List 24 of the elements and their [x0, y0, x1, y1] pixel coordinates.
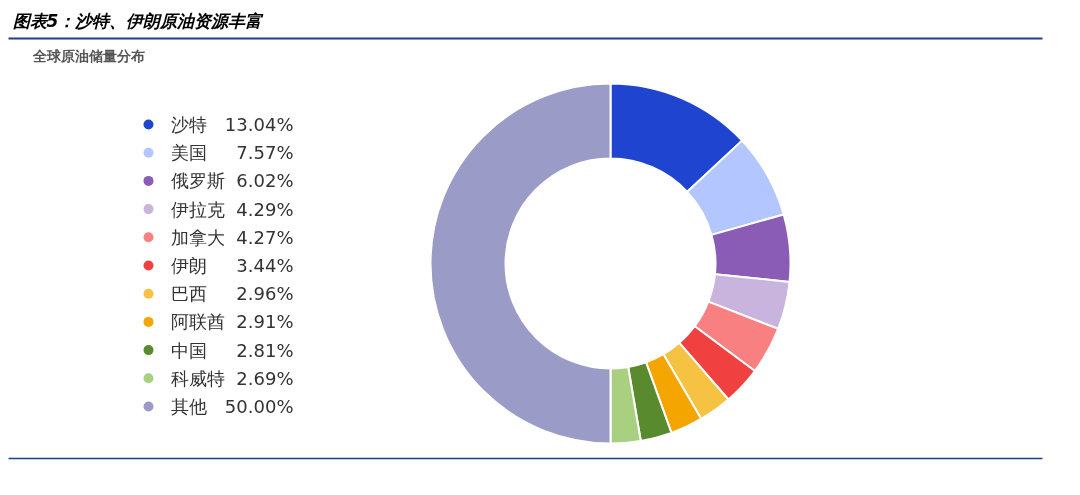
data-label: 13.04%	[224, 114, 294, 135]
legend-label: 伊拉克	[170, 198, 225, 220]
legend-label: 美国	[170, 142, 207, 164]
data-label: 4.29%	[236, 198, 294, 220]
data-label: 2.69%	[236, 367, 294, 389]
data-label: 2.91%	[236, 311, 294, 333]
legend-label: 科威特	[170, 367, 225, 389]
legend-label: 伊朗	[170, 255, 207, 276]
data-label: 7.57%	[236, 142, 294, 164]
chart-title: 图表5：沙特、伊朗原油资源丰富	[12, 10, 265, 31]
data-label: 2.96%	[236, 283, 294, 305]
data-label: 6.02%	[236, 170, 294, 192]
data-label: 4.27%	[236, 226, 294, 248]
data-label: 3.44%	[236, 255, 294, 276]
legend-label: 沙特	[170, 114, 207, 135]
data-label: 50.00%	[224, 396, 294, 417]
legend-label: 阿联酋	[170, 311, 225, 333]
legend-label: 巴西	[170, 283, 207, 305]
data-label: 2.81%	[236, 339, 294, 361]
legend-label: 中国	[170, 339, 207, 361]
legend-label: 俄罗斯	[170, 170, 225, 192]
chart-subtitle: 全球原油储量分布	[31, 47, 145, 64]
legend-label: 其他	[170, 396, 207, 417]
legend-label: 加拿大	[170, 226, 225, 248]
